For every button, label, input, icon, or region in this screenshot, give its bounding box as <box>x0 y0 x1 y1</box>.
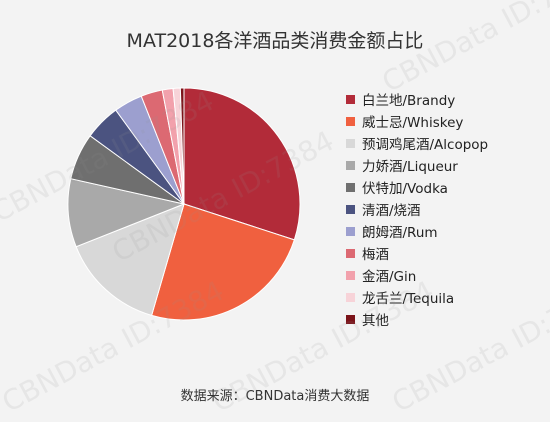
legend-swatch <box>346 226 355 236</box>
data-source: 数据来源：CBNData消费大数据 <box>180 389 370 404</box>
legend-label: 力娇酒/Liqueur <box>362 159 458 175</box>
chart-legend: 白兰地/Brandy 威士忌/Whiskey 预调鸡尾酒/Alcopop 力娇酒/Li… <box>346 88 488 330</box>
legend-swatch <box>346 182 355 192</box>
legend-swatch <box>346 116 355 126</box>
legend-swatch <box>346 160 355 170</box>
legend-swatch <box>346 138 355 148</box>
legend-item: 龙舌兰/Tequila <box>346 286 488 308</box>
legend-label: 梅酒 <box>362 247 389 263</box>
legend-swatch <box>346 292 355 302</box>
legend-swatch <box>346 204 355 214</box>
legend-swatch <box>346 94 355 104</box>
pie-chart <box>67 87 301 321</box>
legend-item: 朗姆酒/Rum <box>346 220 488 242</box>
legend-label: 清酒/烧酒 <box>362 203 421 219</box>
legend-item: 白兰地/Brandy <box>346 88 488 110</box>
legend-label: 其他 <box>362 313 389 329</box>
legend-item: 预调鸡尾酒/Alcopop <box>346 132 488 154</box>
legend-label: 朗姆酒/Rum <box>362 225 438 241</box>
legend-swatch <box>346 248 355 258</box>
legend-label: 金酒/Gin <box>362 269 417 285</box>
legend-item: 金酒/Gin <box>346 264 488 286</box>
legend-item: 梅酒 <box>346 242 488 264</box>
legend-label: 龙舌兰/Tequila <box>362 291 455 307</box>
legend-item: 其他 <box>346 308 488 330</box>
legend-item: 清酒/烧酒 <box>346 198 488 220</box>
chart-title: MAT2018各洋酒品类消费金额占比 <box>126 30 424 52</box>
legend-swatch <box>346 270 355 280</box>
legend-label: 威士忌/Whiskey <box>362 115 464 131</box>
legend-item: 伏特加/Vodka <box>346 176 488 198</box>
pie-slice-10 <box>179 87 185 205</box>
legend-label: 伏特加/Vodka <box>362 181 448 197</box>
legend-label: 白兰地/Brandy <box>362 93 456 109</box>
legend-label: 预调鸡尾酒/Alcopop <box>362 137 489 153</box>
legend-item: 威士忌/Whiskey <box>346 110 488 132</box>
pie-slice-1 <box>151 203 295 321</box>
pie-slice-0 <box>183 87 301 241</box>
pie-slice-2 <box>75 203 185 317</box>
legend-swatch <box>346 314 355 324</box>
legend-item: 力娇酒/Liqueur <box>346 154 488 176</box>
